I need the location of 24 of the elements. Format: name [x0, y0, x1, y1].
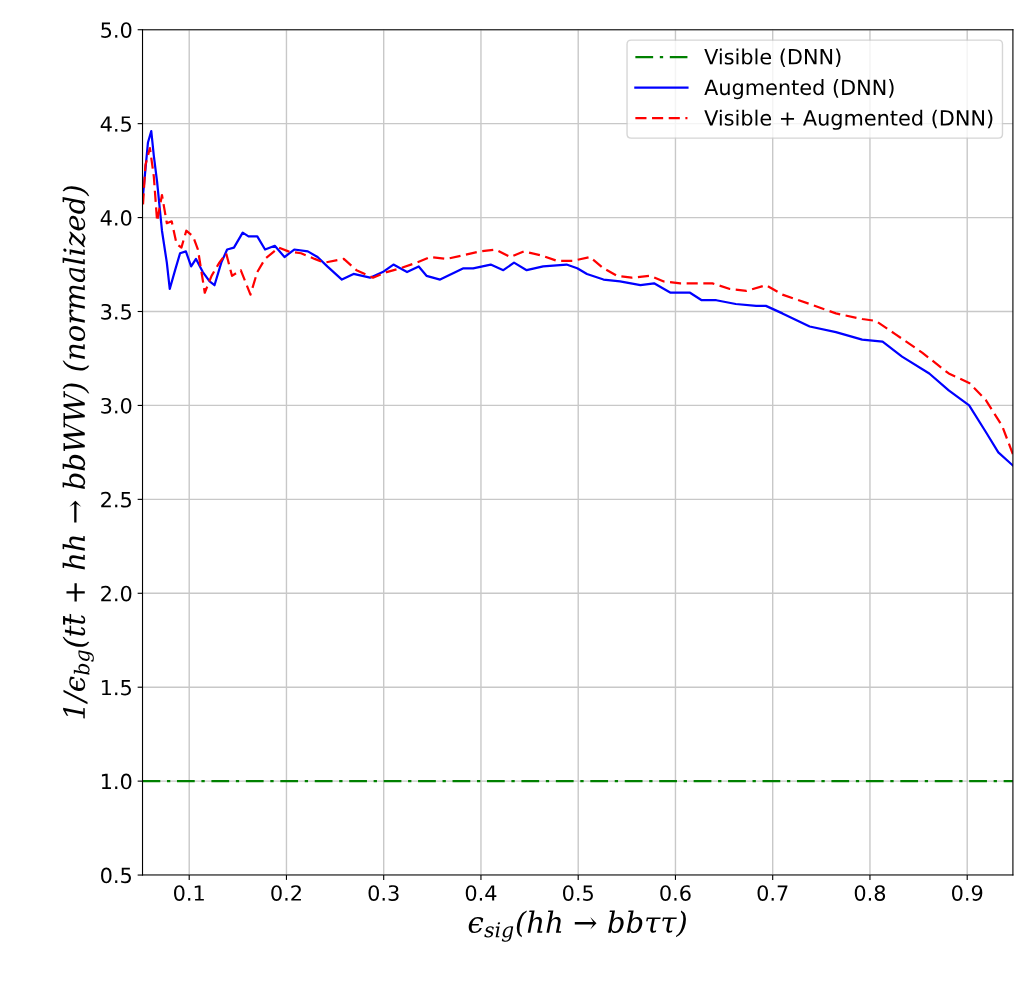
y-tick-label: 2.5	[101, 491, 131, 508]
x-tick-label: 0.1	[174, 885, 204, 901]
x-tick-label: 0.8	[854, 885, 886, 901]
x-tick-label: 0.7	[757, 885, 788, 901]
x-tick-label: 0.5	[563, 885, 593, 901]
y-tick-label: 4.0	[100, 210, 132, 226]
legend-label: Visible + Augmented (DNN)	[704, 109, 993, 130]
y-tick-label: 0.5	[101, 867, 131, 884]
x-tick-label: 0.2	[271, 885, 301, 901]
x-tick-label: 0.9	[952, 885, 983, 901]
y-tick-label: 1.0	[101, 773, 132, 790]
x-tick-label: 0.3	[368, 885, 399, 901]
y-tick-label: 5.0	[101, 22, 132, 38]
x-tick-label: 0.4	[465, 885, 497, 901]
y-tick-label: 2.0	[101, 585, 132, 602]
y-tick-label: 3.5	[101, 303, 131, 320]
y-tick-label: 4.5	[100, 116, 131, 132]
y-tick-label: 1.5	[101, 679, 131, 696]
x-axis-title: ϵ$_{sig}$(hh → bbττ)	[468, 910, 686, 942]
x-tick-label: 0.6	[660, 885, 691, 901]
legend-label: Augmented (DNN)	[704, 79, 894, 100]
legend-label: Visible (DNN)	[704, 48, 841, 68]
y-axis-title: 1/ϵ$_{bg}$(tt̄ + hh → bbWW) (normalized)	[62, 186, 94, 719]
y-tick-label: 3.0	[101, 397, 132, 414]
